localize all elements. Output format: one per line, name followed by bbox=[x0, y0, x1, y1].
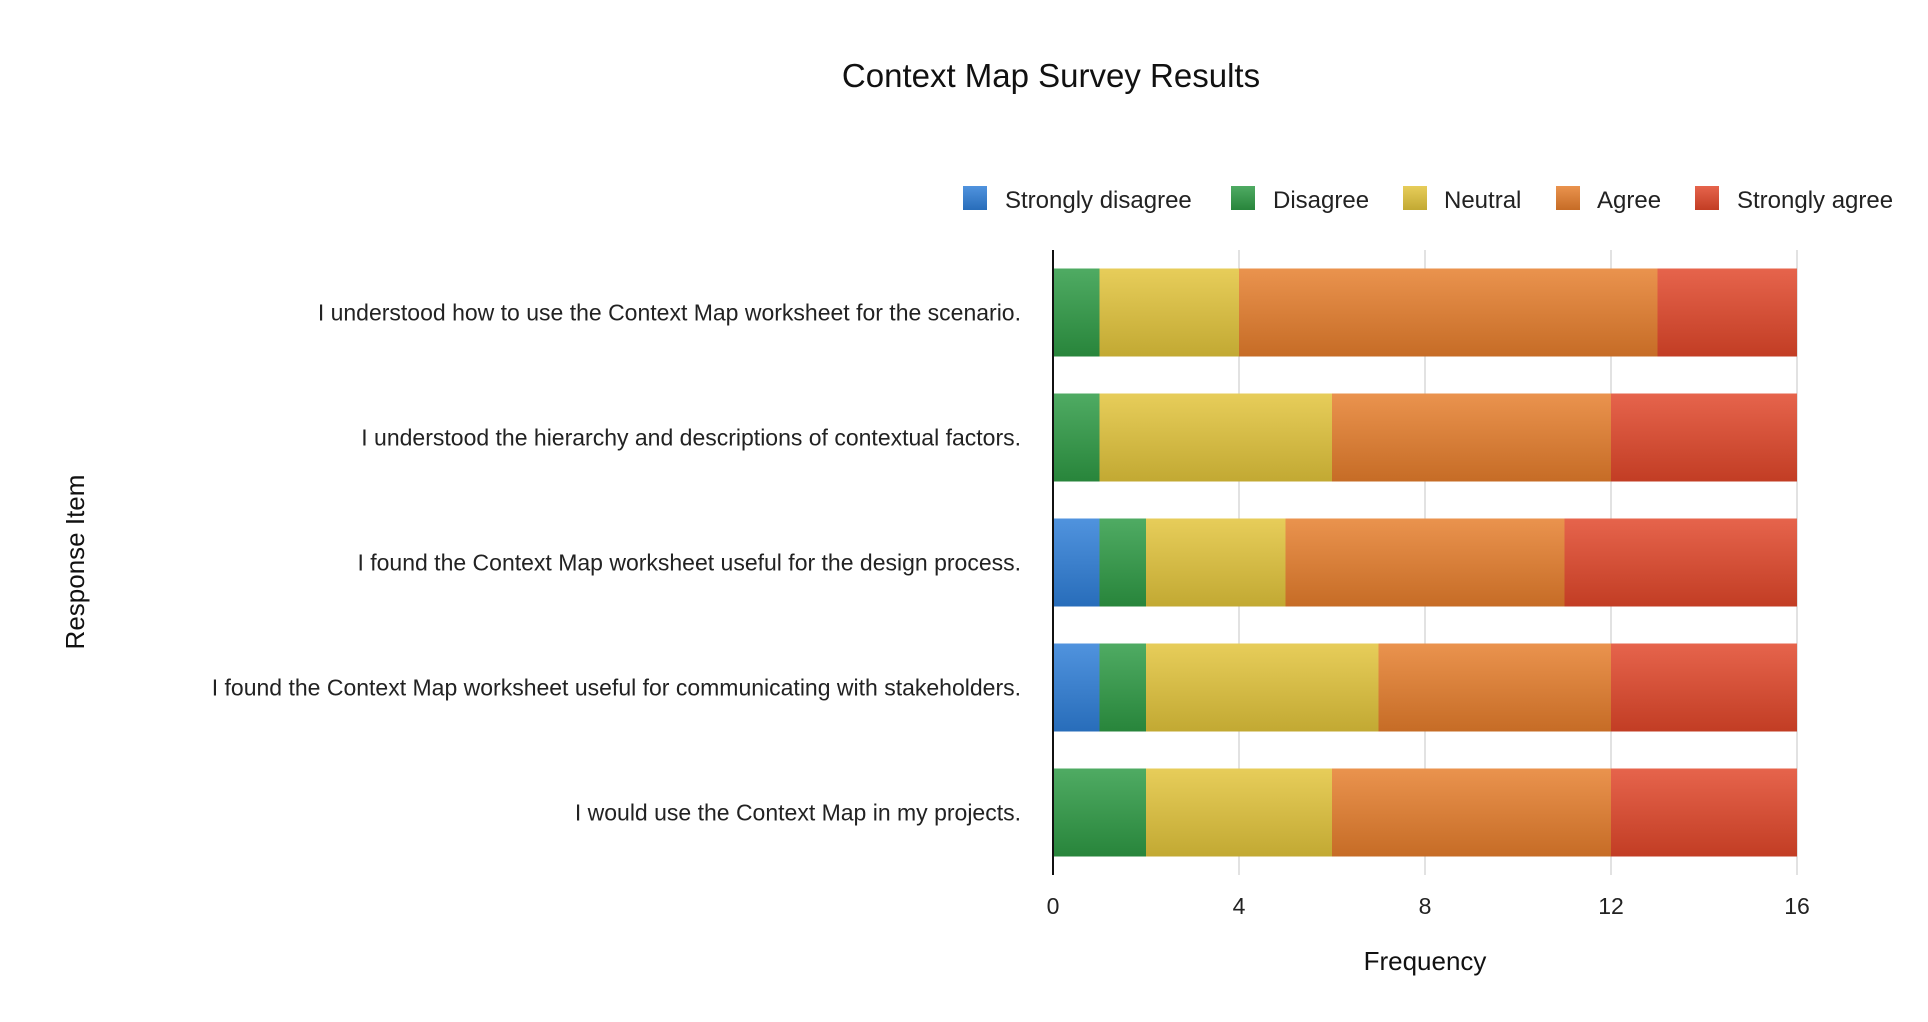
bar-segment bbox=[1146, 643, 1379, 732]
bar-segment bbox=[1053, 643, 1100, 732]
legend-label: Strongly agree bbox=[1737, 187, 1893, 214]
category-label: I found the Context Map worksheet useful… bbox=[357, 550, 1021, 576]
bar-segment bbox=[1611, 393, 1797, 482]
chart-title: Context Map Survey Results bbox=[842, 57, 1260, 94]
category-label: I found the Context Map worksheet useful… bbox=[212, 675, 1021, 701]
legend: Strongly disagree Disagree Neutral Agree Str… bbox=[963, 186, 1893, 214]
legend-swatch bbox=[1695, 186, 1719, 210]
bar-segment bbox=[1657, 268, 1797, 357]
x-tick-label: 4 bbox=[1233, 893, 1246, 919]
category-label: I would use the Context Map in my projec… bbox=[575, 800, 1021, 826]
bars bbox=[1053, 268, 1797, 857]
bar-segment bbox=[1053, 393, 1100, 482]
bar-segment bbox=[1099, 518, 1146, 607]
bar-segment bbox=[1146, 518, 1286, 607]
bar-segment bbox=[1611, 643, 1797, 732]
bar-segment bbox=[1146, 768, 1332, 857]
legend-swatch bbox=[963, 186, 987, 210]
legend-item: Strongly agree bbox=[1695, 186, 1893, 214]
bar-segment bbox=[1053, 518, 1100, 607]
y-axis-title: Response Item bbox=[60, 475, 90, 650]
bar-segment bbox=[1285, 518, 1565, 607]
bar-segment bbox=[1053, 768, 1146, 857]
category-labels: I understood how to use the Context Map … bbox=[212, 300, 1021, 826]
x-tick-label: 0 bbox=[1047, 893, 1060, 919]
legend-label: Agree bbox=[1597, 187, 1661, 214]
bar-segment bbox=[1332, 768, 1611, 857]
bar-segment bbox=[1332, 393, 1611, 482]
legend-label: Disagree bbox=[1273, 187, 1369, 214]
legend-item: Neutral bbox=[1403, 186, 1521, 214]
category-label: I understood the hierarchy and descripti… bbox=[361, 425, 1021, 451]
x-axis-tick-labels: 0 4 8 12 16 bbox=[1047, 893, 1810, 919]
legend-swatch bbox=[1556, 186, 1580, 210]
bar-segment bbox=[1099, 268, 1239, 357]
legend-label: Strongly disagree bbox=[1005, 187, 1192, 214]
x-tick-label: 16 bbox=[1784, 893, 1810, 919]
bar-segment bbox=[1378, 643, 1611, 732]
bar-segment bbox=[1564, 518, 1797, 607]
legend-item: Strongly disagree bbox=[963, 186, 1192, 214]
bar-segment bbox=[1099, 643, 1146, 732]
bar-segment bbox=[1611, 768, 1797, 857]
bar-segment bbox=[1239, 268, 1658, 357]
x-tick-label: 12 bbox=[1598, 893, 1624, 919]
legend-label: Neutral bbox=[1444, 187, 1521, 214]
legend-item: Disagree bbox=[1231, 186, 1369, 214]
x-tick-label: 8 bbox=[1419, 893, 1432, 919]
legend-swatch bbox=[1231, 186, 1255, 210]
legend-item: Agree bbox=[1556, 186, 1661, 214]
category-label: I understood how to use the Context Map … bbox=[318, 300, 1021, 326]
x-axis-title: Frequency bbox=[1364, 946, 1487, 976]
legend-swatch bbox=[1403, 186, 1427, 210]
bar-segment bbox=[1099, 393, 1332, 482]
bar-segment bbox=[1053, 268, 1100, 357]
